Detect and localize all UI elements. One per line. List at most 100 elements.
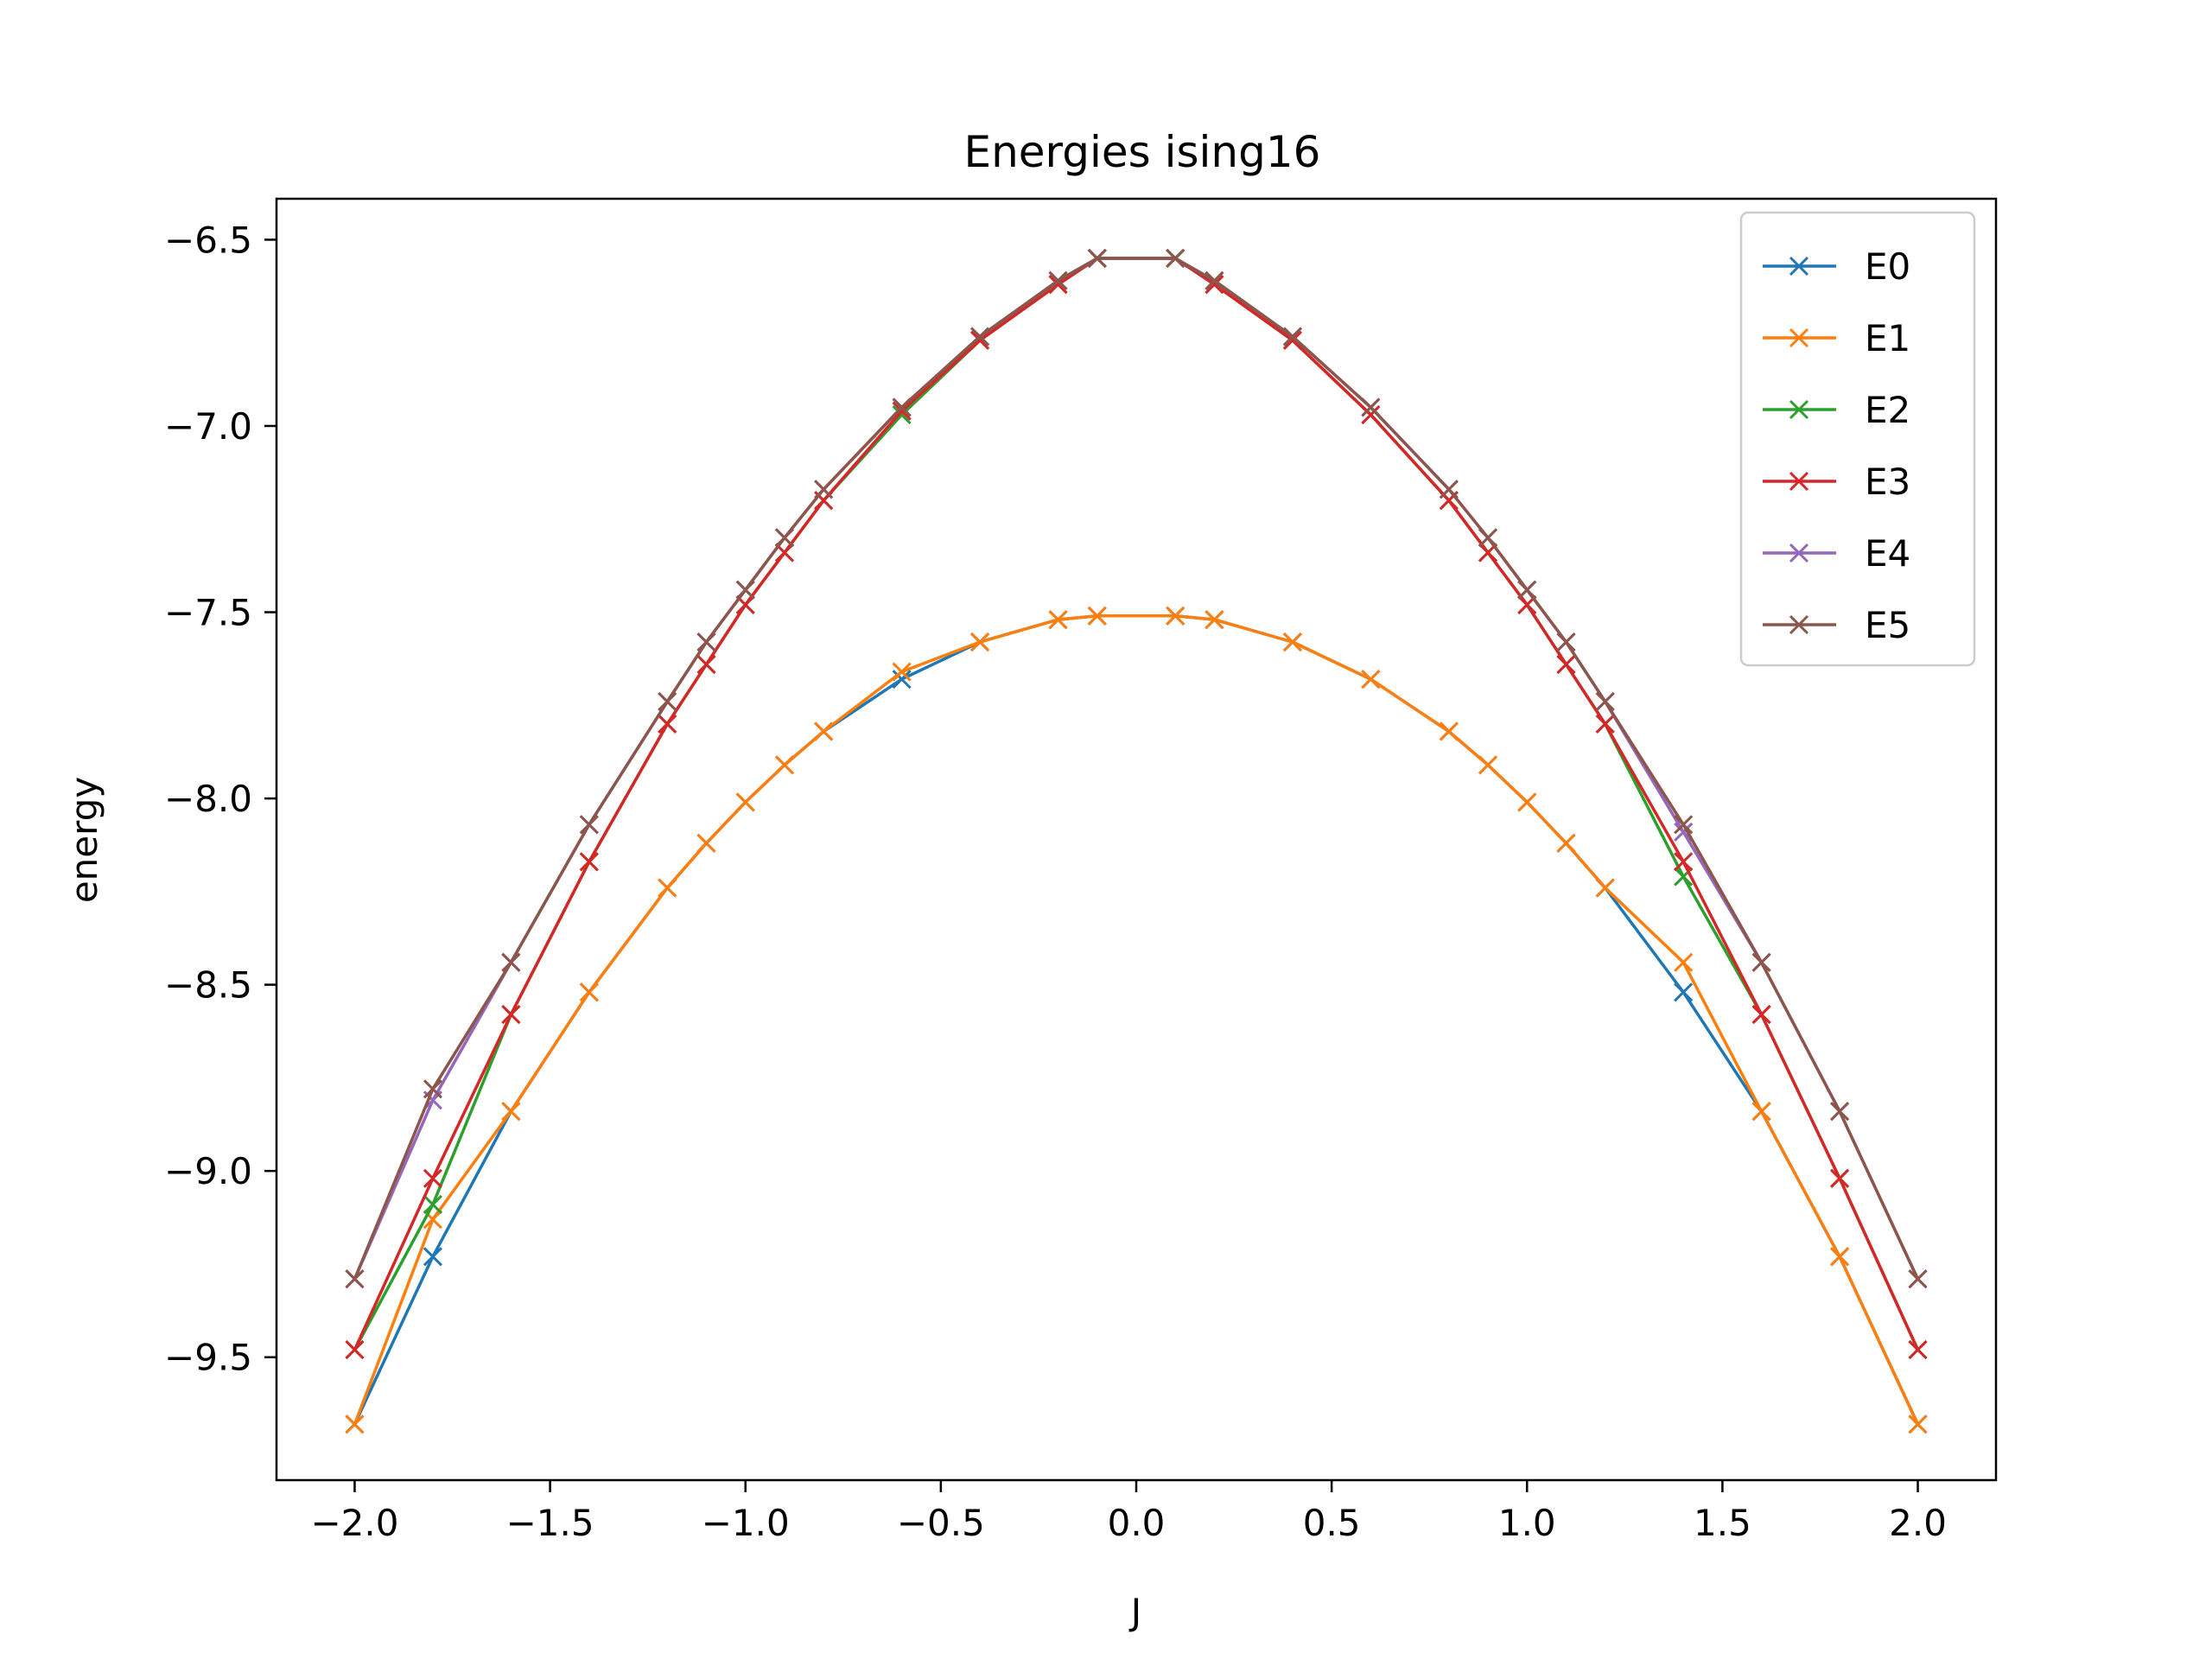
data-point	[1478, 755, 1498, 775]
y-axis: −6.5 −7.0 −7.5 −8.0 −8.5 −9.0 −9.5	[164, 219, 276, 1379]
data-point	[1674, 815, 1694, 835]
series-line	[353, 257, 1920, 1280]
data-point	[1751, 952, 1771, 972]
x-axis-label: J	[1128, 1591, 1141, 1633]
data-point	[1166, 606, 1185, 626]
data-point	[1439, 721, 1459, 741]
x-tick-label: −0.5	[897, 1502, 985, 1544]
y-axis-label: energy	[63, 777, 105, 903]
series-e5	[345, 248, 1928, 1289]
x-tick-label: −1.5	[506, 1502, 594, 1544]
y-tick-label: −7.0	[164, 405, 252, 448]
data-point	[1556, 833, 1576, 853]
data-point	[501, 1102, 521, 1122]
data-point	[814, 480, 834, 499]
data-point	[1205, 610, 1224, 630]
data-point	[1595, 878, 1615, 898]
data-point	[892, 662, 912, 682]
legend-marker	[1789, 399, 1809, 420]
data-point	[345, 1414, 365, 1434]
data-point	[345, 1269, 365, 1289]
data-point	[814, 721, 834, 741]
legend-label: E2	[1865, 389, 1910, 431]
x-tick-label: −1.0	[702, 1502, 790, 1544]
data-point	[1048, 270, 1068, 290]
data-point	[1517, 792, 1537, 812]
x-tick-label: 1.0	[1498, 1502, 1556, 1544]
y-tick-label: −8.5	[164, 964, 252, 1007]
chart-title: Energies ising16	[964, 127, 1321, 177]
data-point	[1595, 691, 1615, 712]
data-point	[1439, 480, 1459, 499]
x-tick-label: −2.0	[310, 1502, 398, 1544]
series-layer	[345, 248, 1928, 1434]
data-point	[696, 833, 716, 853]
legend-marker	[1789, 327, 1809, 348]
data-point	[1361, 404, 1381, 425]
data-point	[892, 401, 912, 421]
legend-label: E4	[1865, 532, 1910, 575]
data-point	[892, 670, 912, 690]
data-point	[501, 1005, 521, 1025]
data-point	[1751, 1102, 1771, 1122]
data-point	[345, 1340, 365, 1360]
data-point	[1556, 654, 1576, 674]
data-point	[1908, 1340, 1928, 1360]
x-axis: −2.0 −1.5 −1.0 −0.5 0.0 0.5 1.0 1.5 2.0	[310, 1480, 1947, 1544]
legend-label: E3	[1865, 461, 1910, 503]
data-point	[1517, 580, 1537, 600]
y-tick-label: −8.0	[164, 778, 252, 820]
data-point	[1282, 330, 1302, 350]
y-tick-label: −9.0	[164, 1150, 252, 1192]
legend-marker	[1789, 543, 1809, 563]
data-point	[1751, 1005, 1771, 1025]
data-point	[1908, 1269, 1928, 1289]
data-point	[696, 632, 716, 652]
data-point	[1674, 982, 1694, 1002]
data-point	[774, 755, 795, 775]
data-point	[735, 580, 755, 600]
data-point	[892, 397, 912, 417]
data-point	[1282, 327, 1302, 346]
data-point	[1478, 528, 1498, 548]
data-point	[1830, 1168, 1850, 1188]
x-tick-label: 0.5	[1303, 1502, 1361, 1544]
legend-entry-e0: E0	[1763, 245, 1910, 288]
data-point	[579, 815, 599, 835]
data-point	[1908, 1414, 1928, 1434]
data-point	[1556, 632, 1576, 652]
data-point	[970, 327, 990, 346]
data-point	[774, 528, 795, 548]
data-point	[423, 1194, 442, 1215]
legend: E0 E1 E2 E3 E4 E5	[1739, 211, 1976, 667]
data-point	[579, 852, 599, 872]
legend-entry-e1: E1	[1763, 317, 1910, 359]
data-point	[658, 691, 677, 712]
legend-entry-e3: E3	[1763, 461, 1910, 503]
y-tick-label: −6.5	[164, 219, 252, 261]
data-point	[658, 878, 677, 898]
legend-marker	[1789, 471, 1809, 492]
data-point	[658, 714, 677, 734]
data-point	[579, 982, 599, 1002]
x-tick-label: 2.0	[1889, 1502, 1947, 1544]
data-point	[1361, 397, 1381, 417]
legend-label: E0	[1865, 245, 1910, 288]
legend-entry-e4: E4	[1763, 532, 1910, 575]
legend-label: E5	[1865, 604, 1910, 646]
series-e1	[345, 606, 1928, 1434]
data-point	[970, 330, 990, 350]
legend-entry-e2: E2	[1763, 389, 1910, 431]
data-point	[423, 1168, 442, 1188]
legend-entry-e5: E5	[1763, 604, 1910, 646]
data-point	[970, 632, 990, 652]
data-point	[1087, 248, 1107, 269]
data-point	[735, 792, 755, 812]
data-point	[1674, 952, 1694, 972]
x-tick-label: 0.0	[1108, 1502, 1166, 1544]
data-point	[1830, 1247, 1850, 1267]
data-point	[1674, 852, 1694, 872]
data-point	[1166, 248, 1185, 269]
data-point	[1830, 1102, 1850, 1122]
